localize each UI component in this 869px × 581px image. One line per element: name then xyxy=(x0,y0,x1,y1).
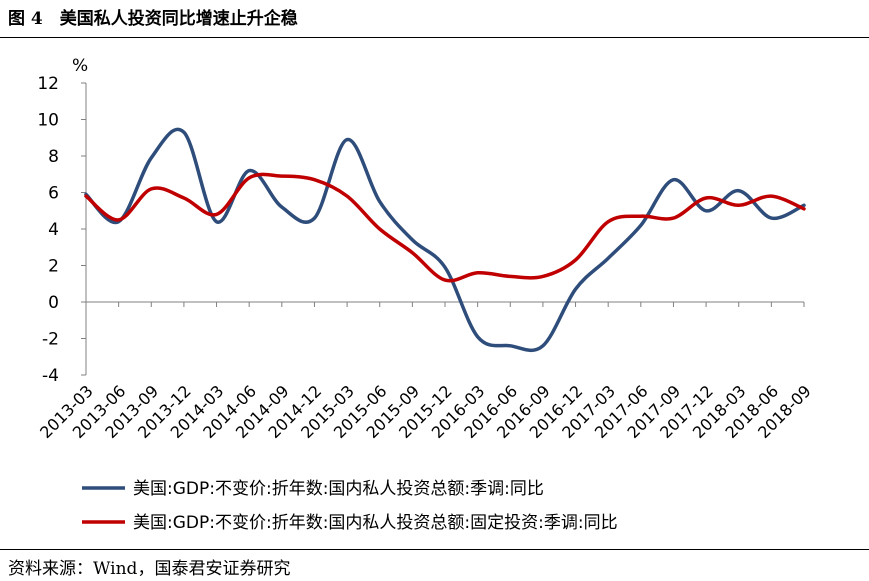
y-axis-unit-label: % xyxy=(72,56,88,76)
y-tick-label: 12 xyxy=(37,74,59,94)
source-note: 资料来源：Wind，国泰君安证券研究 xyxy=(8,559,291,579)
legend-label-2: 美国:GDP:不变价:折年数:国内私人投资总额:固定投资:季调:同比 xyxy=(133,513,618,533)
legend-label-1: 美国:GDP:不变价:折年数:国内私人投资总额:季调:同比 xyxy=(133,479,544,499)
y-tick-label: -4 xyxy=(42,366,59,386)
y-tick-label: 4 xyxy=(48,220,59,240)
y-tick-label: 8 xyxy=(48,147,59,167)
series-line-1 xyxy=(84,127,806,353)
series-line-2 xyxy=(84,172,806,283)
title-divider xyxy=(0,37,869,38)
source-divider xyxy=(0,549,869,550)
line-chart: -4-2024681012%2013-032013-062013-092013-… xyxy=(36,56,815,533)
y-tick-label: 2 xyxy=(48,257,59,277)
y-tick-label: 10 xyxy=(37,111,59,131)
y-tick-label: -2 xyxy=(42,330,59,350)
y-tick-label: 6 xyxy=(48,184,59,204)
figure-title: 图 4 美国私人投资同比增速止升企稳 xyxy=(8,9,298,29)
y-tick-label: 0 xyxy=(48,293,59,313)
